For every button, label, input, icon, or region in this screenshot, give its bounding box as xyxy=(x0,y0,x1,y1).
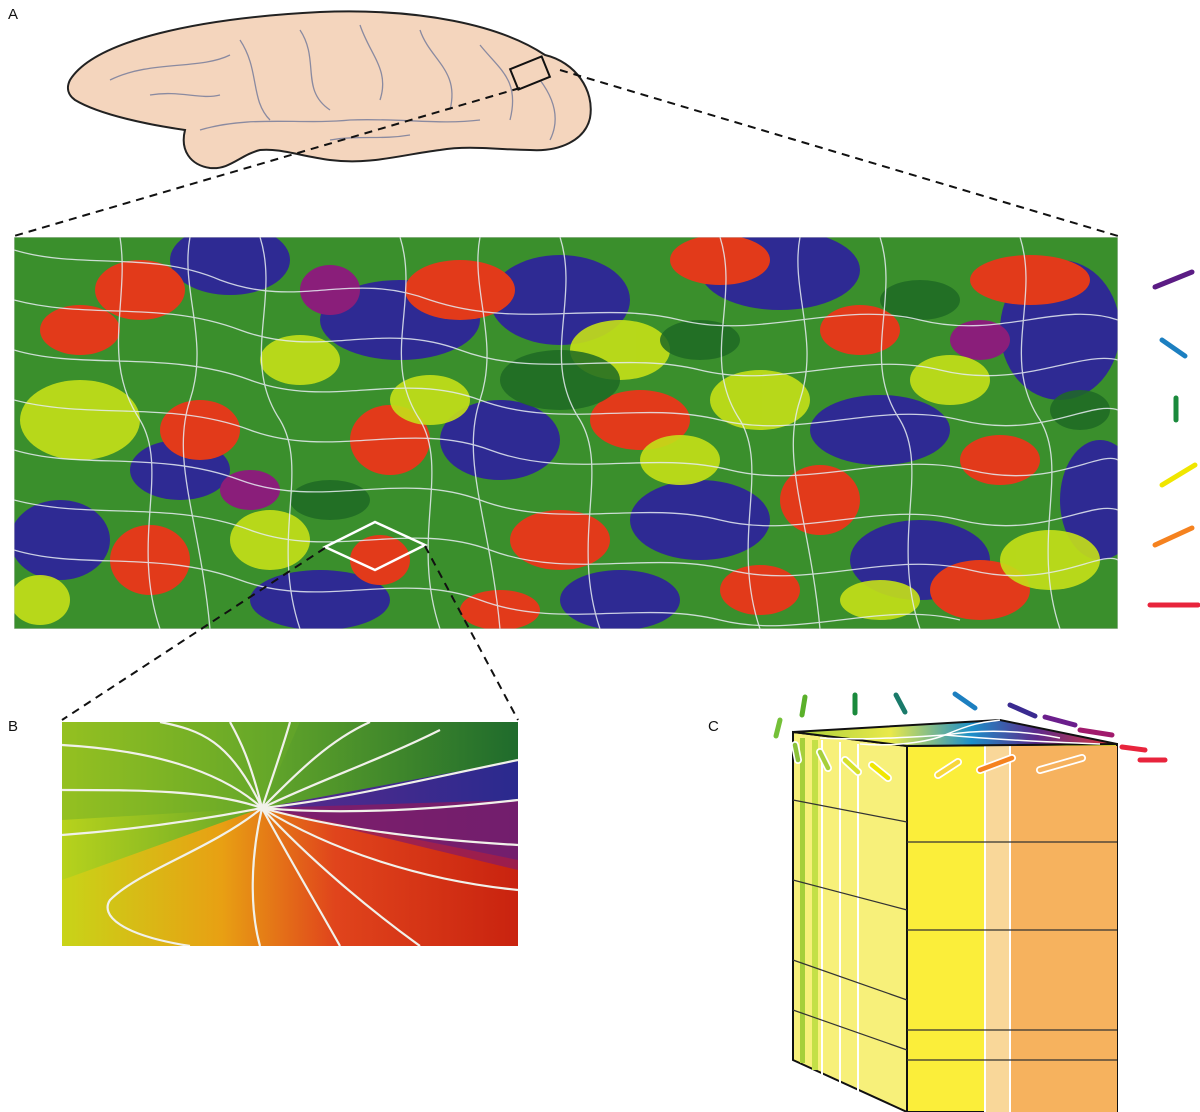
panel-label-b: B xyxy=(8,718,19,735)
panel-label-c: C xyxy=(708,718,719,735)
legend-yellow-bar xyxy=(1159,462,1198,488)
panel-label-a: A xyxy=(8,6,19,23)
brain-illustration xyxy=(66,10,592,170)
zoom-lines-a xyxy=(13,69,1119,237)
cortical-column xyxy=(773,691,1168,1112)
legend-purple-bar xyxy=(1152,269,1195,290)
zoom-region-marker xyxy=(322,520,428,572)
zoom-lines-b xyxy=(61,545,519,721)
legend-blue-bar xyxy=(1159,337,1188,359)
pinwheel-zoom xyxy=(62,722,518,946)
legend-orange-bar xyxy=(1152,525,1195,548)
orientation-map xyxy=(14,237,1118,629)
orientation-legend xyxy=(1147,269,1200,608)
